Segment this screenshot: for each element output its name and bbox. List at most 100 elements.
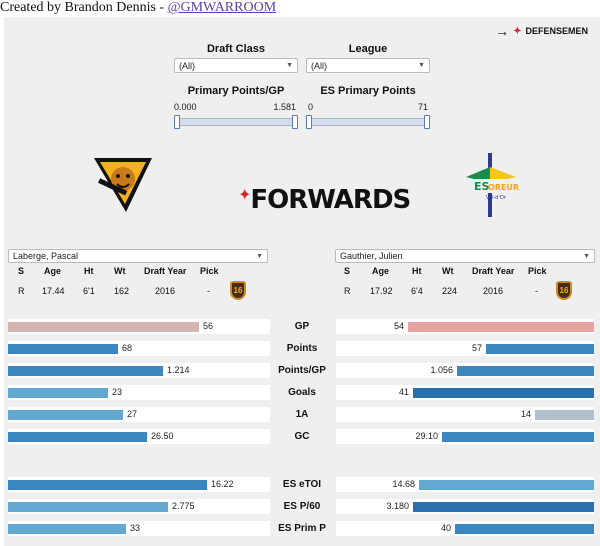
defensemen-link[interactable]: → ✦ DEFENSEMEN	[495, 23, 588, 39]
right-stat-value: 40	[440, 523, 451, 533]
stat-label: ES Prim P	[278, 523, 326, 534]
left-stat-track: 68	[8, 341, 270, 356]
info-header: S	[344, 266, 351, 276]
ppgp-slider-max-handle[interactable]	[292, 115, 298, 129]
svg-text:ES: ES	[474, 180, 490, 193]
left-stat-value: 26.50	[151, 431, 174, 441]
left-stat-bar[interactable]	[8, 502, 168, 512]
stat-label: ES P/60	[283, 501, 321, 512]
draft-class-value: (All)	[179, 60, 195, 71]
left-stat-track: 27	[8, 407, 270, 422]
twitter-handle-link[interactable]: @GMWARROOM	[167, 0, 277, 15]
stat-label: GP	[294, 321, 310, 332]
esprim-max: 71	[417, 102, 428, 112]
right-stat-track: 41	[336, 385, 594, 400]
left-player-select[interactable]: Laberge, Pascal ▼	[8, 249, 268, 263]
left-stat-bar[interactable]	[8, 524, 126, 534]
esprim-slider-min-handle[interactable]	[306, 115, 312, 129]
left-stat-value: 56	[203, 321, 214, 331]
left-ohl-badge-icon: 16	[230, 281, 246, 300]
left-stat-value: 68	[122, 343, 133, 353]
ppgp-slider[interactable]	[174, 115, 298, 129]
right-stat-bar[interactable]	[442, 432, 594, 442]
left-stat-bar[interactable]	[8, 322, 199, 332]
right-stat-track: 14	[336, 407, 594, 422]
draft-year-value: 2016	[155, 286, 176, 296]
right-stat-value: 41	[398, 387, 409, 397]
info-header: Draft Year	[472, 266, 515, 276]
chevron-down-icon: ▼	[418, 62, 425, 69]
right-stat-bar[interactable]	[535, 410, 594, 420]
dashboard: → ✦ DEFENSEMEN Draft Class (All) ▼ Leagu…	[4, 17, 600, 546]
esprim-slider-max-handle[interactable]	[424, 115, 430, 129]
pick-value: -	[535, 286, 538, 296]
left-stat-bar[interactable]	[8, 432, 147, 442]
league-value: (All)	[311, 60, 327, 71]
left-player-info: S Age Ht Wt Draft Year Pick R 17.44 6'1 …	[4, 266, 294, 306]
right-stat-value: 57	[471, 343, 482, 353]
right-stat-track: 1.056	[336, 363, 594, 378]
shoots-value: R	[18, 286, 25, 296]
right-stat-value: 54	[393, 321, 404, 331]
left-stat-track: 16.22	[8, 477, 270, 492]
left-stat-track: 56	[8, 319, 270, 334]
right-stat-bar[interactable]	[413, 388, 594, 398]
right-stat-track: 29.10	[336, 429, 594, 444]
right-qmjhl-badge-icon: 16	[556, 281, 572, 300]
credit-text: Created by Brandon Dennis -	[0, 0, 168, 15]
left-stat-value: 33	[130, 523, 141, 533]
ppgp-range-values: 0.000 1.581	[174, 102, 296, 112]
right-player-select[interactable]: Gauthier, Julien ▼	[335, 249, 595, 263]
left-stat-bar[interactable]	[8, 480, 207, 490]
pick-value: -	[207, 286, 210, 296]
right-stat-bar[interactable]	[486, 344, 594, 354]
tigres-logo-icon	[94, 158, 152, 212]
defensemen-label: DEFENSEMEN	[525, 26, 588, 36]
chevron-down-icon: ▼	[583, 252, 590, 260]
age-value: 17.44	[42, 286, 65, 296]
esprim-slider[interactable]	[306, 115, 430, 129]
esprim-range-values: 0 71	[308, 102, 428, 112]
stat-label: 1A	[295, 409, 309, 420]
right-stat-bar[interactable]	[455, 524, 594, 534]
left-stat-bar[interactable]	[8, 410, 123, 420]
league-select[interactable]: (All) ▼	[306, 58, 430, 73]
weight-value: 162	[114, 286, 130, 296]
chevron-down-icon: ▼	[286, 62, 293, 69]
right-stat-bar[interactable]	[408, 322, 594, 332]
left-stat-value: 1.214	[167, 365, 190, 375]
info-header: Age	[44, 266, 62, 276]
left-stat-track: 33	[8, 521, 270, 536]
forwards-label: FORWARDS	[250, 185, 411, 215]
stat-label: GC	[294, 431, 310, 442]
arrow-right-icon: →	[495, 23, 510, 39]
left-stat-bar[interactable]	[8, 366, 163, 376]
info-header: Draft Year	[144, 266, 187, 276]
right-stat-value: 14.68	[392, 479, 415, 489]
ppgp-min: 0.000	[174, 102, 197, 112]
info-header: Wt	[114, 266, 126, 276]
right-stat-track: 14.68	[336, 477, 594, 492]
draft-class-select[interactable]: (All) ▼	[174, 58, 298, 73]
age-value: 17.92	[370, 286, 393, 296]
chevron-down-icon: ▼	[256, 252, 263, 260]
right-player-name: Gauthier, Julien	[340, 251, 403, 261]
right-stat-bar[interactable]	[457, 366, 594, 376]
ppgp-slider-min-handle[interactable]	[174, 115, 180, 129]
left-stat-value: 16.22	[211, 479, 234, 489]
right-player-info: S Age Ht Wt Draft Year Pick R 17.92 6'4 …	[330, 266, 600, 306]
left-stat-value: 27	[127, 409, 138, 419]
maple-leaf-icon: ✦	[513, 25, 522, 37]
left-stat-bar[interactable]	[8, 344, 118, 354]
shoots-value: R	[344, 286, 351, 296]
forwards-title: ✦FORWARDS	[238, 185, 411, 215]
right-stat-bar[interactable]	[413, 502, 594, 512]
height-value: 6'1	[83, 286, 95, 296]
esprim-label: ES Primary Points	[320, 85, 416, 97]
league-label: League	[348, 43, 388, 55]
right-stat-bar[interactable]	[419, 480, 594, 490]
left-stat-bar[interactable]	[8, 388, 108, 398]
right-stat-value: 1.056	[430, 365, 453, 375]
left-stat-track: 1.214	[8, 363, 270, 378]
right-stat-track: 40	[336, 521, 594, 536]
